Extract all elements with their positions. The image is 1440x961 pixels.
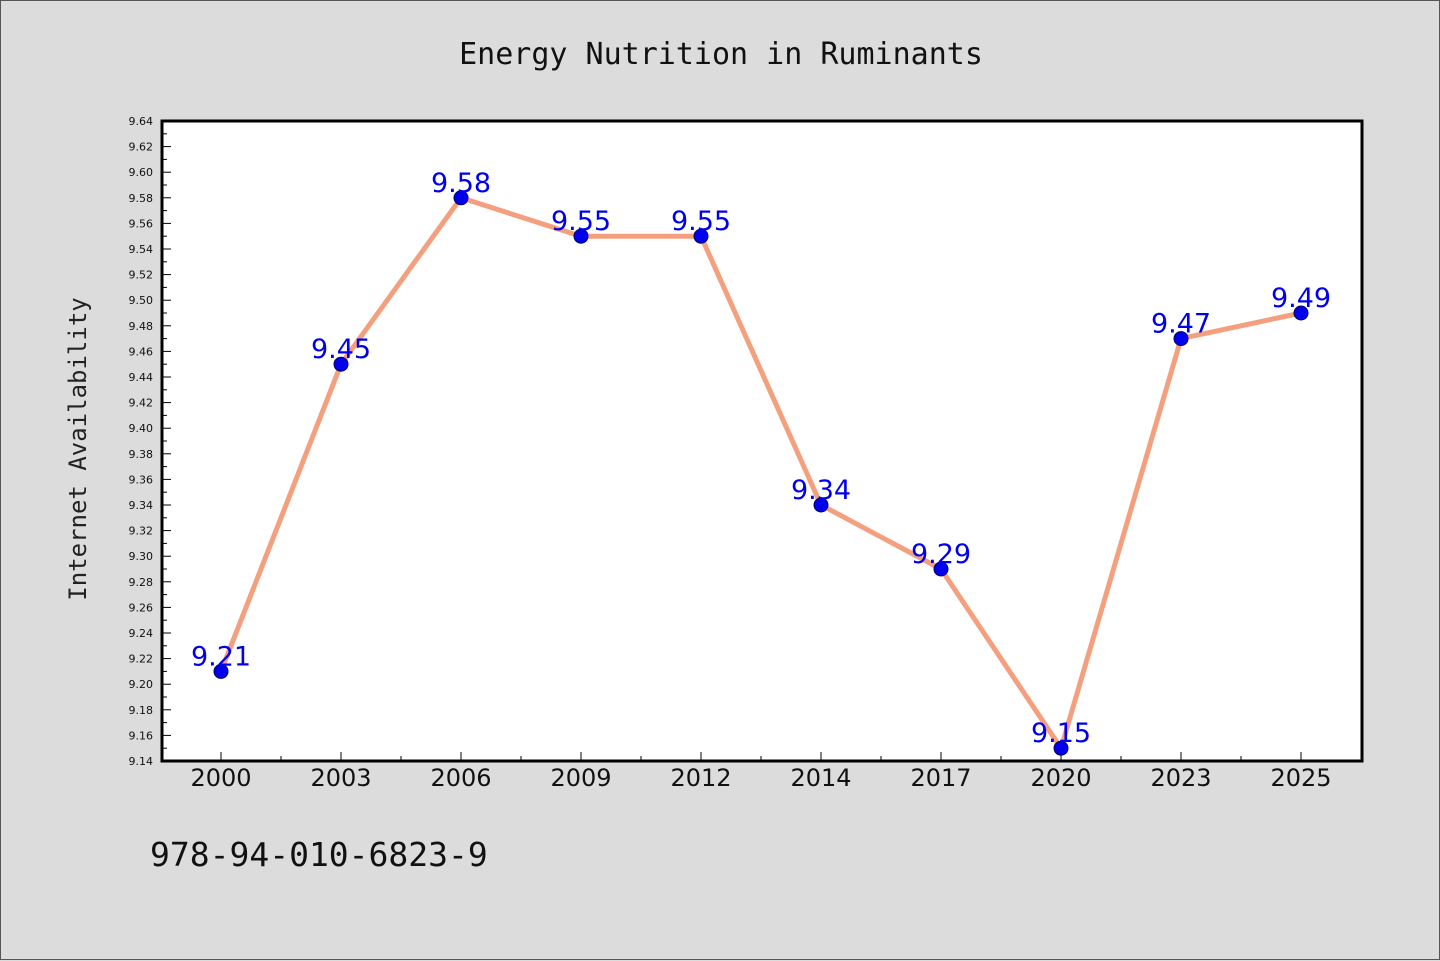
y-tick-label: 9.64: [129, 115, 154, 128]
y-tick-label: 9.14: [129, 755, 154, 768]
data-point: [333, 356, 349, 372]
data-point: [573, 228, 589, 244]
data-label: 9.49: [1271, 283, 1331, 314]
y-tick-label: 9.46: [129, 345, 154, 358]
data-label: 9.45: [311, 334, 371, 365]
y-tick-label: 9.34: [129, 499, 154, 512]
x-tick-label: 2014: [790, 764, 851, 792]
y-tick-label: 9.58: [129, 192, 154, 205]
y-tick-label: 9.52: [129, 269, 154, 282]
x-tick-label: 2023: [1150, 764, 1211, 792]
footnote-isbn: 978-94-010-6823-9: [150, 835, 488, 874]
data-label: 9.58: [431, 168, 491, 199]
y-axis-ticks: 9.14 9.16 9.18 9.20 9.22 9.24 9.26 9.28 9.30 9.32…: [129, 115, 171, 768]
data-label: 9.55: [551, 206, 611, 237]
plot-area: [162, 121, 1362, 761]
data-point: [1053, 740, 1069, 756]
data-label: 9.47: [1151, 309, 1211, 340]
y-tick-label: 9.56: [129, 217, 154, 230]
data-point: [693, 228, 709, 244]
y-tick-label: 9.20: [129, 678, 154, 691]
y-tick-label: 9.18: [129, 704, 154, 717]
y-tick-label: 9.36: [129, 473, 154, 486]
data-point: [1173, 331, 1189, 347]
y-tick-label: 9.60: [129, 166, 154, 179]
data-point: [813, 497, 829, 513]
data-label: 9.15: [1031, 718, 1091, 749]
y-tick-label: 9.16: [129, 729, 154, 742]
y-tick-label: 9.40: [129, 422, 154, 435]
y-tick-label: 9.44: [129, 371, 154, 384]
data-points: [213, 190, 1309, 756]
data-point: [453, 190, 469, 206]
data-point: [213, 663, 229, 679]
x-tick-label: 2012: [670, 764, 731, 792]
data-label: 9.55: [671, 206, 731, 237]
plot-border: [160, 119, 1364, 763]
data-point: [933, 561, 949, 577]
x-tick-label: 2020: [1030, 764, 1091, 792]
y-tick-label: 9.42: [129, 397, 154, 410]
data-labels: 9.21 9.45 9.58 9.55 9.55 9.34 9.29 9.15 9.47 9.49: [191, 168, 1331, 749]
y-tick-label: 9.62: [129, 141, 154, 154]
y-axis-label: Internet Availability: [64, 297, 92, 600]
x-tick-label: 2006: [430, 764, 491, 792]
x-tick-label: 2009: [550, 764, 611, 792]
y-tick-label: 9.26: [129, 601, 154, 614]
x-tick-label: 2003: [310, 764, 371, 792]
x-tick-label: 2025: [1270, 764, 1331, 792]
data-label: 9.21: [191, 641, 251, 672]
y-tick-label: 9.28: [129, 576, 154, 589]
y-tick-label: 9.54: [129, 243, 154, 256]
data-label: 9.29: [911, 539, 971, 570]
y-tick-label: 9.22: [129, 653, 154, 666]
y-tick-label: 9.48: [129, 320, 154, 333]
x-tick-label: 2017: [910, 764, 971, 792]
y-tick-label: 9.32: [129, 525, 154, 538]
chart-title: Energy Nutrition in Ruminants: [459, 37, 983, 72]
x-axis-ticks: 2000 2003 2006 2009 2012 2014 2017 2020 2023 2025: [190, 752, 1332, 792]
y-tick-label: 9.30: [129, 550, 154, 563]
x-tick-label: 2000: [190, 764, 251, 792]
data-point: [1293, 305, 1309, 321]
y-tick-label: 9.50: [129, 294, 154, 307]
data-label: 9.34: [791, 475, 851, 506]
y-tick-label: 9.24: [129, 627, 154, 640]
y-tick-label: 9.38: [129, 448, 154, 461]
series-line: [218, 195, 1304, 751]
